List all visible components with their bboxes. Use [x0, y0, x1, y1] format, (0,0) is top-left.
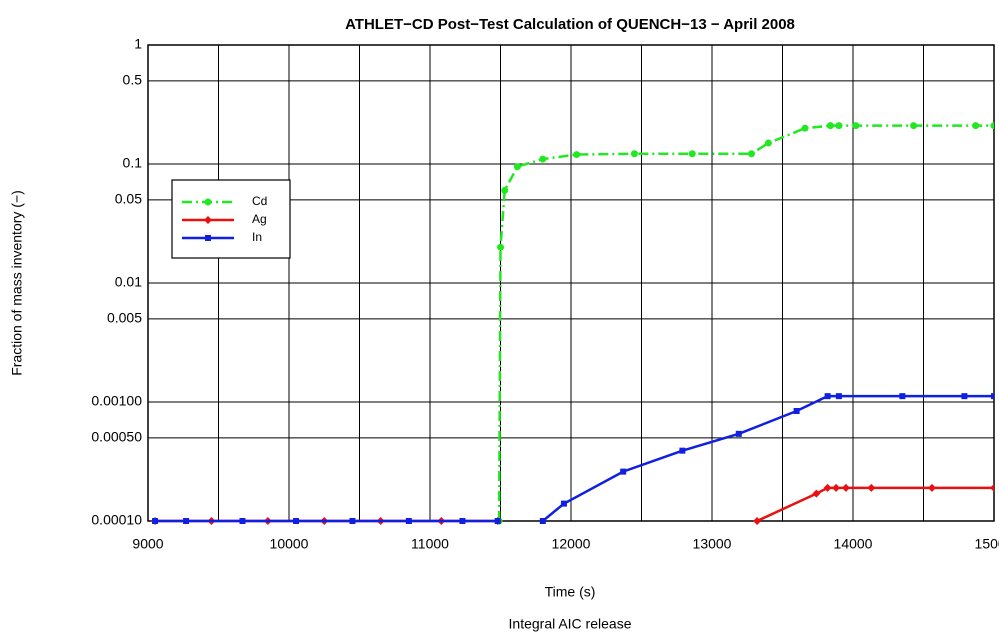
x-tick-label: 12000 — [552, 536, 591, 552]
marker — [961, 393, 968, 400]
marker — [835, 393, 842, 400]
marker — [991, 393, 994, 400]
x-tick-label: 14000 — [834, 536, 873, 552]
x-tick-label: 10000 — [270, 536, 309, 552]
marker — [293, 518, 300, 524]
marker — [630, 150, 638, 158]
y-tick-label: 0.00010 — [91, 512, 142, 528]
marker — [801, 124, 809, 132]
marker — [513, 163, 521, 171]
x-tick-label: 15000 — [975, 536, 999, 552]
y-tick-label: 0.1 — [123, 155, 143, 171]
marker — [349, 518, 356, 524]
legend-label: In — [252, 230, 262, 244]
marker — [497, 243, 504, 251]
marker — [405, 518, 412, 524]
marker — [494, 518, 501, 524]
marker — [910, 122, 918, 130]
chart-title: ATHLET−CD Post−Test Calculation of QUENC… — [345, 16, 795, 33]
marker — [823, 483, 832, 492]
legend-label: Ag — [252, 212, 267, 226]
marker — [972, 122, 980, 130]
x-tick-label: 11000 — [411, 536, 449, 552]
marker — [753, 517, 762, 525]
legend-marker — [204, 216, 212, 224]
marker — [560, 500, 567, 507]
series-line — [497, 124, 994, 522]
x-tick-label: 9000 — [132, 536, 163, 552]
legend-marker — [204, 198, 212, 206]
marker — [501, 186, 509, 194]
marker — [573, 151, 581, 159]
y-axis-label: Fraction of mass inventory (−) — [9, 190, 25, 376]
y-tick-label: 0.05 — [115, 191, 142, 207]
marker — [679, 447, 686, 454]
marker — [990, 122, 994, 130]
legend-marker — [205, 235, 211, 241]
legend-label: Cd — [252, 194, 267, 208]
x-axis-label: Time (s) — [545, 584, 596, 600]
marker — [835, 122, 843, 130]
marker — [539, 155, 547, 163]
y-tick-label: 0.00100 — [91, 393, 142, 409]
marker — [152, 518, 159, 524]
y-tick-label: 0.5 — [123, 72, 143, 88]
y-tick-label: 0.01 — [115, 274, 142, 290]
marker — [764, 139, 772, 147]
marker — [841, 483, 850, 492]
marker — [688, 150, 696, 158]
marker — [826, 122, 834, 130]
series-line — [155, 486, 994, 523]
y-tick-label: 1 — [134, 36, 142, 52]
marker — [539, 518, 546, 524]
plot-area — [151, 122, 994, 525]
marker — [793, 408, 800, 415]
marker — [459, 518, 466, 524]
marker — [990, 483, 994, 492]
marker — [927, 483, 936, 492]
plot-frame — [147, 44, 995, 522]
marker — [812, 489, 821, 498]
marker — [824, 393, 831, 400]
y-tick-label: 0.00050 — [91, 429, 142, 445]
marker — [832, 483, 841, 492]
series-line — [155, 394, 994, 523]
marker — [899, 393, 906, 400]
marker — [747, 150, 755, 158]
x-tick-label: 13000 — [693, 536, 732, 552]
marker — [183, 518, 190, 524]
y-tick-label: 0.005 — [107, 310, 142, 326]
subtitle: Integral AIC release — [509, 616, 632, 632]
marker — [735, 430, 742, 437]
marker — [620, 468, 627, 475]
marker — [239, 518, 246, 524]
marker — [867, 483, 876, 492]
marker — [852, 122, 860, 130]
